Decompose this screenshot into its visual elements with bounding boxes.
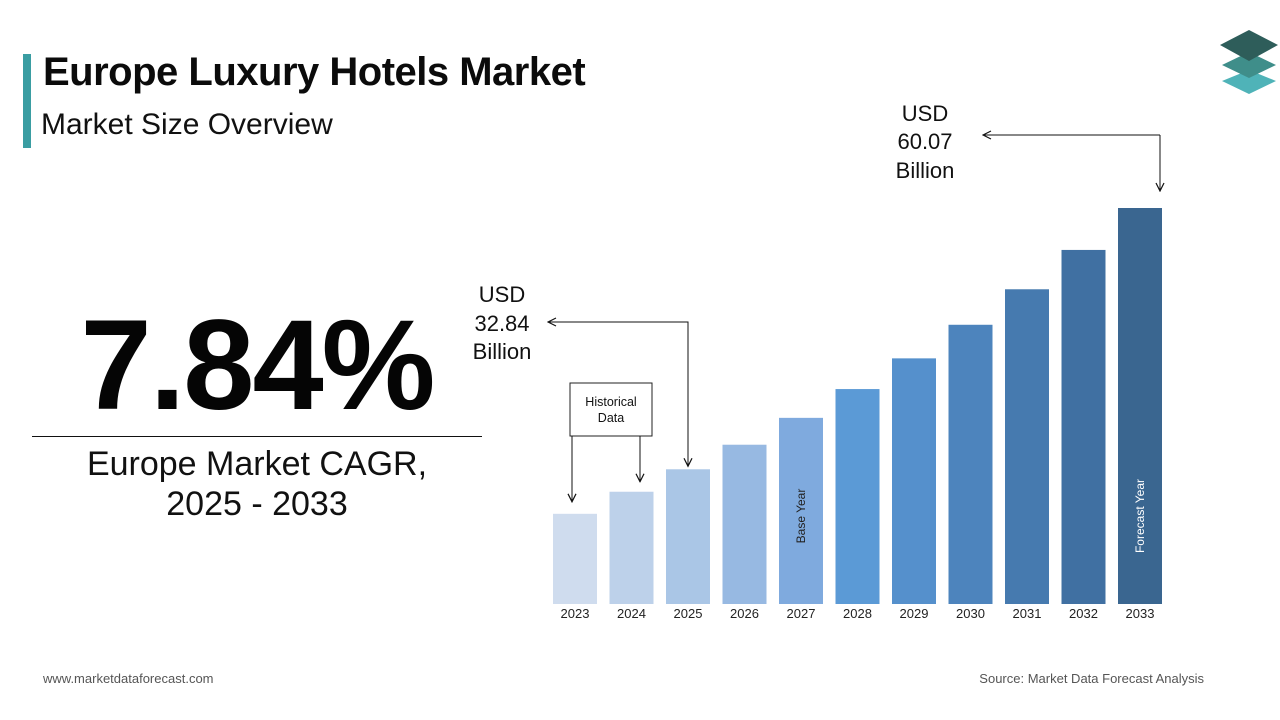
- bar-2027: [779, 417, 823, 604]
- end-value-label-usd: USD: [902, 101, 948, 126]
- x-tick-label-2032: 2032: [1069, 606, 1098, 621]
- end-value-label-unit: Billion: [896, 158, 955, 183]
- page-title: Europe Luxury Hotels Market: [43, 50, 586, 94]
- title-accent-bar: [23, 54, 31, 148]
- start-value-label-usd: USD: [479, 282, 525, 307]
- bar-2023: [553, 513, 597, 604]
- x-tick-label-2026: 2026: [730, 606, 759, 621]
- x-tick-label-2031: 2031: [1013, 606, 1042, 621]
- stacked-layers-icon: [1220, 30, 1278, 94]
- start-value-label-amount: 32.84: [474, 311, 529, 336]
- bar-2026: [722, 444, 767, 604]
- bar-2033: [1118, 208, 1162, 604]
- historical-data-label-line2: Data: [598, 411, 624, 425]
- cagr-divider: [32, 436, 482, 437]
- x-tick-label-2030: 2030: [956, 606, 985, 621]
- bar-2024: [609, 491, 654, 604]
- base-year-label: Base Year: [794, 489, 808, 544]
- cagr-label: Europe Market CAGR, 2025 - 2033: [32, 444, 482, 524]
- footer-source: Source: Market Data Forecast Analysis: [979, 671, 1204, 686]
- x-tick-label-2033: 2033: [1126, 606, 1155, 621]
- bar-2029: [892, 358, 936, 604]
- bar-2031: [1005, 289, 1049, 604]
- bar-2028: [835, 389, 880, 604]
- start-value-label-unit: Billion: [473, 339, 532, 364]
- x-tick-label-2023: 2023: [561, 606, 590, 621]
- bar-2025: [666, 469, 710, 604]
- cagr-value: 7.84%: [80, 294, 436, 437]
- bar-2032: [1061, 249, 1106, 604]
- cagr-label-line1: Europe Market CAGR,: [86, 445, 428, 483]
- footer-website: www.marketdataforecast.com: [43, 671, 214, 686]
- cagr-label-line2: 2025 - 2033: [166, 485, 348, 523]
- forecast-year-label: Forecast Year: [1133, 479, 1147, 553]
- x-tick-label-2027: 2027: [787, 606, 816, 621]
- x-tick-label-2028: 2028: [843, 606, 872, 621]
- x-tick-label-2024: 2024: [617, 606, 646, 621]
- x-tick-label-2029: 2029: [900, 606, 929, 621]
- end-value-label-amount: 60.07: [897, 129, 952, 154]
- historical-data-box: [569, 382, 653, 437]
- historical-data-label-line1: Historical: [585, 395, 636, 409]
- x-tick-label-2025: 2025: [674, 606, 703, 621]
- bar-2030: [948, 324, 993, 604]
- page-subtitle: Market Size Overview: [41, 108, 333, 141]
